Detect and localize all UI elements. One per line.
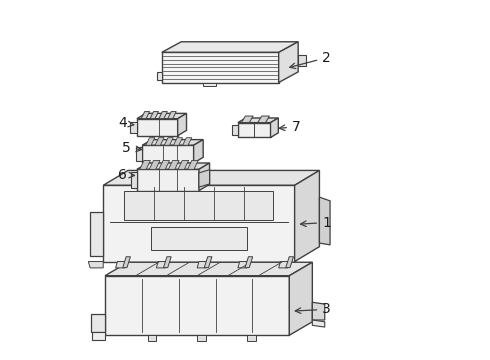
Polygon shape [245, 257, 253, 267]
Polygon shape [137, 169, 199, 191]
Polygon shape [103, 170, 319, 185]
Text: 6: 6 [118, 168, 134, 182]
Polygon shape [286, 257, 294, 267]
Polygon shape [162, 42, 298, 53]
Polygon shape [91, 314, 105, 332]
Polygon shape [270, 118, 278, 138]
Polygon shape [105, 276, 289, 335]
Polygon shape [156, 261, 167, 268]
Polygon shape [199, 170, 210, 187]
Polygon shape [88, 261, 103, 268]
Polygon shape [178, 161, 189, 169]
Polygon shape [159, 161, 170, 169]
Polygon shape [169, 161, 179, 169]
Polygon shape [130, 172, 137, 188]
Polygon shape [232, 125, 238, 135]
Text: 4: 4 [119, 116, 134, 130]
Polygon shape [242, 116, 253, 123]
Polygon shape [279, 42, 298, 82]
Polygon shape [312, 302, 325, 320]
Polygon shape [141, 112, 149, 119]
Polygon shape [294, 170, 319, 261]
Polygon shape [92, 332, 105, 339]
Polygon shape [312, 320, 325, 327]
Polygon shape [204, 257, 212, 267]
Polygon shape [150, 112, 159, 119]
Bar [151, 227, 247, 250]
Polygon shape [142, 140, 203, 145]
Polygon shape [164, 257, 171, 267]
Polygon shape [238, 261, 248, 268]
Polygon shape [279, 261, 289, 268]
Polygon shape [188, 161, 198, 169]
Polygon shape [90, 212, 103, 256]
Polygon shape [105, 262, 312, 276]
Polygon shape [149, 161, 160, 169]
Polygon shape [155, 138, 164, 145]
Polygon shape [197, 261, 208, 268]
Polygon shape [147, 335, 156, 341]
Text: 2: 2 [290, 51, 331, 69]
Polygon shape [142, 145, 194, 163]
Polygon shape [319, 197, 330, 245]
Polygon shape [103, 185, 294, 261]
Polygon shape [197, 335, 206, 341]
Polygon shape [146, 138, 155, 145]
Polygon shape [173, 138, 183, 145]
Polygon shape [183, 138, 192, 145]
Polygon shape [168, 112, 176, 119]
Polygon shape [162, 53, 279, 82]
Polygon shape [122, 257, 130, 267]
Text: 1: 1 [300, 216, 331, 230]
Bar [157, 72, 162, 80]
Polygon shape [136, 147, 142, 161]
Bar [124, 191, 273, 220]
Polygon shape [238, 118, 278, 123]
Text: 7: 7 [279, 120, 301, 134]
Polygon shape [289, 262, 312, 335]
Polygon shape [164, 138, 173, 145]
Polygon shape [178, 113, 187, 136]
Polygon shape [130, 122, 137, 133]
Polygon shape [159, 112, 168, 119]
Polygon shape [194, 140, 203, 163]
Polygon shape [258, 116, 270, 123]
Polygon shape [140, 161, 150, 169]
Polygon shape [137, 113, 187, 119]
Polygon shape [247, 335, 256, 341]
Polygon shape [116, 261, 126, 268]
Polygon shape [137, 119, 178, 136]
Bar [203, 82, 216, 86]
Polygon shape [238, 123, 270, 138]
Polygon shape [199, 163, 210, 191]
Text: 3: 3 [295, 302, 331, 316]
Polygon shape [137, 163, 210, 169]
Text: 5: 5 [122, 141, 142, 155]
Bar [298, 55, 306, 66]
